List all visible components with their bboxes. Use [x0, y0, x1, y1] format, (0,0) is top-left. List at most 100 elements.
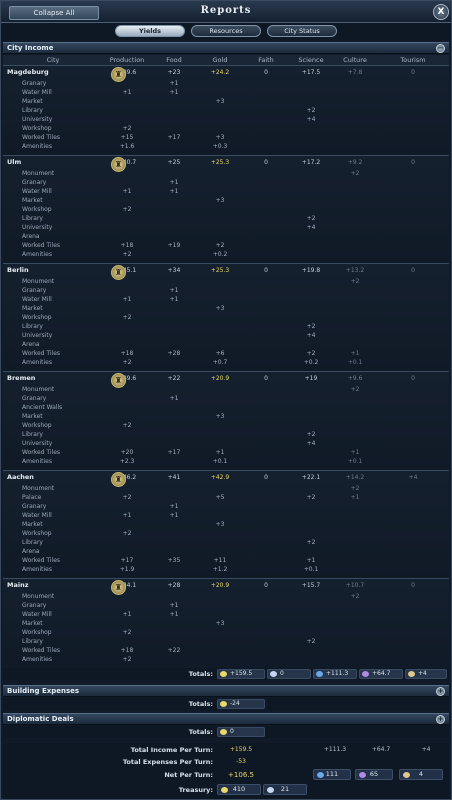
detail-source-label: Worked Tiles: [22, 242, 61, 249]
building-expenses-header[interactable]: Building Expenses +: [3, 685, 449, 697]
detail-faith: [243, 196, 289, 205]
expand-diplomatic-deals-icon[interactable]: +: [436, 715, 445, 724]
city-detail-row: Granary +1: [3, 286, 449, 295]
city-banner-icon[interactable]: ♜: [111, 472, 126, 487]
detail-tourism: [377, 286, 449, 295]
city-row[interactable]: Magdeburg +39.6 +23 +24.2 0 +17.5 +7.8 0: [3, 68, 449, 77]
detail-production: [103, 232, 151, 241]
city-detail-row: Workshop +2: [3, 124, 449, 133]
tab-resources[interactable]: Resources: [191, 25, 261, 37]
city-banner-icon[interactable]: ♜: [111, 373, 126, 388]
detail-source-label: Workshop: [22, 422, 52, 429]
city-total-food: +23: [167, 69, 181, 76]
detail-tourism: [377, 502, 449, 511]
city-detail-row: Library +2: [3, 322, 449, 331]
detail-faith: [243, 628, 289, 637]
city-row[interactable]: Berlin +45.1 +34 +25.3 0 +19.8 +13.2 0: [3, 266, 449, 275]
city-name[interactable]: Bremen: [7, 374, 36, 382]
detail-production: +2: [122, 125, 132, 132]
detail-faith: [243, 394, 289, 403]
detail-science: [289, 592, 333, 601]
detail-source-label: Library: [22, 638, 43, 645]
detail-production: +2: [122, 359, 132, 366]
city-name[interactable]: Berlin: [7, 266, 29, 274]
detail-faith: [243, 637, 289, 646]
city-banner-icon[interactable]: ♜: [111, 265, 126, 280]
detail-gold: [197, 214, 243, 223]
city-name[interactable]: Aachen: [7, 473, 34, 481]
detail-source-label: Amenities: [22, 359, 52, 366]
city-detail-row: Amenities +1.6 +0.3: [3, 142, 449, 151]
detail-culture: [333, 232, 377, 241]
city-income-header[interactable]: City Income −: [3, 42, 449, 54]
column-header-production[interactable]: Production: [109, 56, 145, 64]
detail-gold: [197, 439, 243, 448]
detail-gold: [197, 547, 243, 556]
column-header-food[interactable]: Food: [166, 56, 182, 64]
detail-production: [103, 592, 151, 601]
detail-source-label: Granary: [22, 503, 47, 510]
detail-science: [289, 304, 333, 313]
column-header-tourism[interactable]: Tourism: [400, 56, 426, 64]
expand-building-expenses-icon[interactable]: +: [436, 687, 445, 696]
detail-science: [289, 232, 333, 241]
city-detail-row: Amenities +2 +0.7 +0.2 +0.1: [3, 358, 449, 367]
detail-production: [103, 277, 151, 286]
city-name[interactable]: Magdeburg: [7, 68, 49, 76]
city-row[interactable]: Mainz +34.1 +28 +20.9 0 +15.7 +10.7 0: [3, 581, 449, 590]
city-detail-row: Library +2: [3, 106, 449, 115]
detail-source-label: Workshop: [22, 314, 52, 321]
detail-gold: [197, 394, 243, 403]
city-row[interactable]: Aachen +46.2 +41 +42.9 0 +22.1 +14.2 +4: [3, 473, 449, 482]
detail-science: [289, 403, 333, 412]
detail-tourism: [377, 529, 449, 538]
detail-food: [151, 430, 197, 439]
column-header-culture[interactable]: Culture: [343, 56, 367, 64]
detail-food: [151, 655, 197, 664]
detail-source-label: Monument: [22, 278, 55, 285]
diplomatic-deals-header[interactable]: Diplomatic Deals +: [3, 713, 449, 725]
city-row[interactable]: Bremen +39.6 +22 +20.9 0 +19 +9.6 0: [3, 374, 449, 383]
building-expenses-totals-row: Totals: -24: [3, 698, 449, 710]
column-header-city[interactable]: City: [46, 56, 60, 64]
collapse-all-button[interactable]: Collapse All: [9, 6, 99, 20]
detail-source-label: Granary: [22, 179, 47, 186]
detail-tourism: [377, 277, 449, 286]
detail-culture: [333, 619, 377, 628]
city-banner-icon[interactable]: ♜: [111, 580, 126, 595]
column-header-science[interactable]: Science: [298, 56, 324, 64]
detail-production: +1: [122, 611, 132, 618]
city-detail-row: University +4: [3, 115, 449, 124]
city-detail-row: Palace +2 +5 +2 +1: [3, 493, 449, 502]
faith-icon: [267, 787, 274, 793]
detail-culture: [333, 394, 377, 403]
city-name[interactable]: Mainz: [7, 581, 29, 589]
column-header-faith[interactable]: Faith: [258, 56, 274, 64]
detail-source-label: Water Mill: [22, 188, 52, 195]
city-detail-row: Amenities +1.9 +1.2 +0.1: [3, 565, 449, 574]
close-button[interactable]: X: [433, 4, 449, 20]
city-name[interactable]: Ulm: [7, 158, 22, 166]
collapse-city-income-icon[interactable]: −: [436, 44, 445, 53]
tab-city-status[interactable]: City Status: [267, 25, 337, 37]
detail-culture: +2: [350, 170, 360, 177]
column-header-gold[interactable]: Gold: [212, 56, 228, 64]
city-total-culture: +9.6: [347, 375, 363, 382]
detail-production: +1: [122, 296, 132, 303]
city-banner-icon[interactable]: ♜: [111, 67, 126, 82]
detail-gold: +0.1: [212, 458, 228, 465]
detail-faith: [243, 223, 289, 232]
treasury-row: Treasury: 410 21: [3, 784, 449, 795]
detail-food: [151, 493, 197, 502]
city-block: Aachen +46.2 +41 +42.9 0 +22.1 +14.2 +4 ♜ Monumen…: [3, 470, 449, 578]
detail-faith: [243, 484, 289, 493]
detail-faith: [243, 547, 289, 556]
detail-production: [103, 547, 151, 556]
city-row[interactable]: Ulm +40.7 +25 +25.3 0 +17.2 +9.2 0: [3, 158, 449, 167]
detail-faith: [243, 493, 289, 502]
tab-yields[interactable]: Yields: [115, 25, 185, 37]
detail-culture: [333, 286, 377, 295]
city-banner-icon[interactable]: ♜: [111, 157, 126, 172]
detail-food: [151, 196, 197, 205]
